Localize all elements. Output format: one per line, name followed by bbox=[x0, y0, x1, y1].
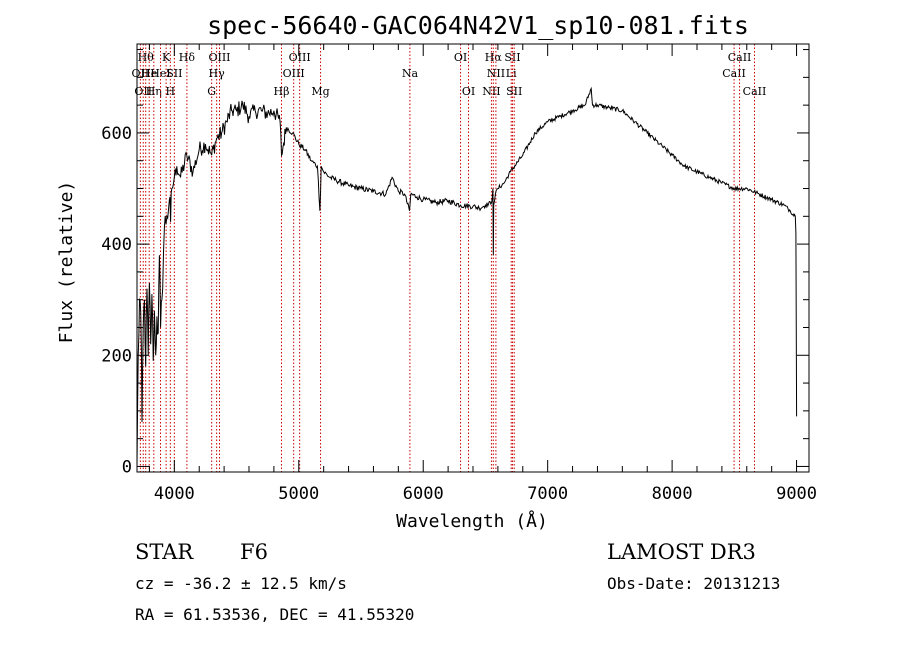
line-marker-label-8: SII bbox=[166, 67, 182, 80]
line-marker-label-28: CaII bbox=[743, 85, 767, 98]
survey-name: LAMOST DR3 bbox=[607, 540, 756, 564]
line-marker-label-20: NII bbox=[482, 85, 500, 98]
line-marker-label-23: Li bbox=[506, 67, 517, 80]
line-marker-label-27: CaII bbox=[728, 51, 752, 64]
line-marker-label-7: H bbox=[166, 85, 176, 98]
y-tick-label-1: 200 bbox=[101, 346, 132, 366]
velocity-text: cz = -36.2 ± 12.5 km/s bbox=[135, 574, 347, 593]
object-class: STAR bbox=[135, 540, 194, 564]
line-marker-label-12: OIII bbox=[208, 51, 230, 64]
x-tick-label-1: 5000 bbox=[278, 484, 319, 504]
line-marker-label-6: K bbox=[162, 51, 171, 64]
spectrum-line bbox=[136, 86, 798, 467]
line-marker-label-4: Hη bbox=[146, 85, 162, 98]
y-axis-label: Flux (relative) bbox=[56, 181, 77, 344]
line-marker-label-19: OI bbox=[462, 85, 475, 98]
x-tick-label-2: 6000 bbox=[403, 484, 444, 504]
line-marker-label-16: Mg bbox=[311, 85, 329, 98]
line-marker-label-13: Hβ bbox=[274, 85, 290, 98]
line-marker-label-2: Hθ bbox=[138, 51, 155, 64]
line-marker-label-26: CaII bbox=[722, 67, 746, 80]
line-marker-label-17: Na bbox=[402, 67, 419, 80]
x-tick-label-3: 7000 bbox=[527, 484, 568, 504]
y-tick-label-3: 600 bbox=[101, 124, 132, 144]
line-marker-label-10: G bbox=[207, 85, 216, 98]
line-marker-label-11: Hγ bbox=[209, 67, 226, 80]
x-axis-label: Wavelength (Å) bbox=[396, 510, 548, 532]
line-marker-label-22: NII bbox=[487, 67, 505, 80]
line-marker-label-24: SII bbox=[504, 51, 520, 64]
y-tick-label-2: 400 bbox=[101, 235, 132, 255]
line-marker-label-1: OII bbox=[134, 85, 152, 98]
line-marker-label-18: OI bbox=[454, 51, 467, 64]
x-tick-label-0: 4000 bbox=[154, 484, 195, 504]
coordinates-text: RA = 61.53536, DEC = 41.55320 bbox=[135, 605, 414, 624]
line-marker-label-9: Hδ bbox=[179, 51, 196, 64]
x-tick-label-4: 8000 bbox=[652, 484, 693, 504]
line-marker-label-21: Hα bbox=[485, 51, 503, 64]
line-marker-label-0: OII bbox=[132, 67, 150, 80]
y-tick-label-0: 0 bbox=[122, 457, 132, 477]
obs-date-text: Obs-Date: 20131213 bbox=[607, 574, 780, 593]
chart-title: spec-56640-GAC064N42V1_sp10-081.fits bbox=[207, 11, 749, 40]
x-tick-label-5: 9000 bbox=[776, 484, 817, 504]
emission-line-markers: OIIOIIHθHeHηHeIKHSIIHδGHγOIIIHβOIIIOIIIM… bbox=[132, 44, 767, 472]
line-marker-label-3: He bbox=[141, 67, 157, 80]
object-subclass: F6 bbox=[240, 540, 268, 564]
axis-ticks bbox=[137, 44, 809, 472]
axis-tick-labels: 4000 5000 6000 7000 8000 9000 0 200 400 600 bbox=[101, 124, 817, 504]
line-marker-label-25: SII bbox=[506, 85, 522, 98]
line-marker-label-15: OIII bbox=[289, 51, 311, 64]
line-marker-label-14: OIII bbox=[283, 67, 305, 80]
